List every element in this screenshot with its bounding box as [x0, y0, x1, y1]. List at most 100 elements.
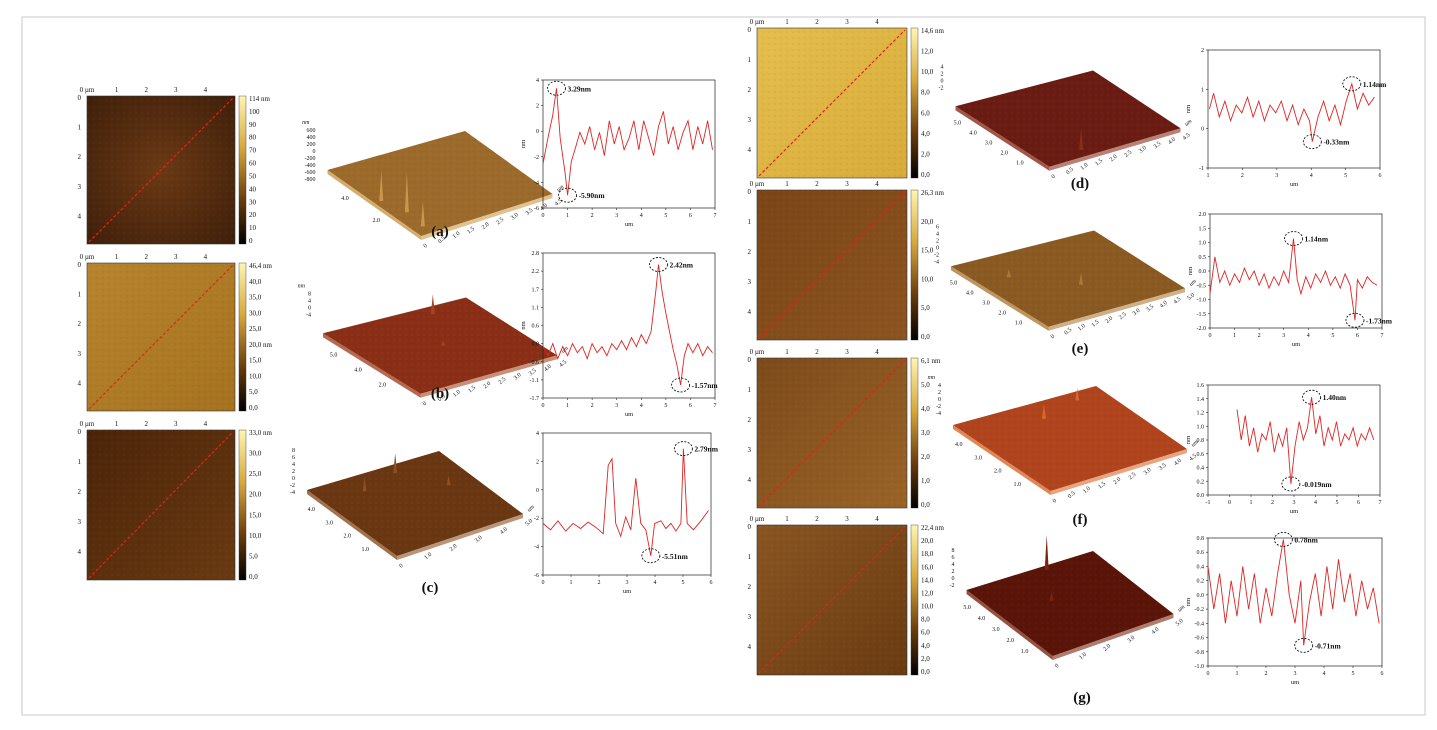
x-tick-label: 2: [591, 403, 594, 409]
x-tick: 4.5: [558, 359, 568, 368]
x-tick-label: 2: [1271, 500, 1274, 506]
color-bar-tick: 0,0: [921, 668, 930, 676]
y-tick-label: 1.6: [1197, 383, 1205, 389]
afm-frame: [86, 429, 236, 581]
x-tick-label: 6: [689, 403, 692, 409]
annotation-label: 2.42nm: [669, 260, 693, 269]
y-tick: 1.0: [1015, 321, 1023, 327]
x-tick-label: 0: [1209, 333, 1212, 339]
afm-height-map-b: 0 µm 1 2 3 4 0 1 2 3 4 46,4 nm 40,0 35,0 30,0 25,0 20,0…: [78, 253, 273, 412]
color-bar-tick: 15,0: [921, 247, 934, 255]
x-tick: 1.0: [1078, 652, 1088, 661]
x-axis-label: um: [1290, 508, 1298, 515]
afm-frame: [86, 95, 236, 245]
z-tick: 200: [307, 142, 316, 148]
afm-y-tick: 0: [78, 261, 82, 269]
x-tick: 2.0: [1109, 154, 1119, 163]
color-bar-tick: 46,4 nm: [249, 262, 273, 270]
surface-texture: [323, 297, 557, 394]
y-tick-label: 2: [536, 459, 539, 465]
afm-y-tick: 3: [748, 613, 752, 621]
color-bar-tick: 4,0: [921, 130, 930, 138]
z-tick: 0: [952, 576, 955, 582]
x-tick: 0.5: [1065, 167, 1075, 176]
x-tick: 1.0: [452, 231, 462, 240]
afm-frame: [756, 357, 908, 509]
afm-x-tick: 1: [785, 18, 789, 26]
color-bar-tick: 5,0: [249, 388, 258, 396]
color-bar-tick: 2,0: [921, 655, 930, 663]
y-tick-label: 0.8: [1197, 438, 1205, 444]
y-tick-label: 1.7: [532, 287, 540, 293]
x-tick-label: 3: [626, 580, 629, 586]
axis-unit: um: [1190, 439, 1200, 449]
y-tick: 5.0: [963, 605, 971, 611]
y-tick-label: -6: [534, 573, 539, 579]
y-tick-label: 0.0: [1197, 593, 1205, 599]
axis-unit: um: [1177, 604, 1187, 614]
color-bar-tick: 3,0: [921, 429, 930, 437]
afm-frame: [756, 524, 908, 676]
afm-y-tick: 1: [748, 56, 752, 64]
annotation-label: 1.14nm: [1363, 80, 1387, 89]
afm-x-tick: 1: [785, 180, 789, 188]
x-axis-label: um: [625, 221, 633, 228]
z-tick: -2: [936, 404, 941, 410]
x-tick: 0: [1050, 334, 1056, 341]
panel-label: (a): [431, 224, 449, 240]
y-tick: 3.0: [992, 627, 1000, 633]
color-bar-tick: 0,0: [249, 573, 258, 581]
afm-y-tick: 1: [748, 553, 752, 561]
x-tick: 1.5: [1094, 158, 1104, 167]
color-bar-tick: 0: [249, 237, 253, 245]
profile-line: [1208, 82, 1375, 142]
afm-x-tick: 3: [845, 18, 849, 26]
x-axis-label: um: [1292, 341, 1300, 348]
z-tick: -800: [305, 177, 316, 183]
z-tick: -2: [290, 483, 295, 489]
afm-x-tick: 1: [785, 348, 789, 356]
y-tick-label: -2: [534, 155, 539, 161]
color-bar-tick: 15,0: [249, 357, 262, 365]
x-tick: 1.0: [1082, 486, 1092, 495]
x-tick-label: 1: [1233, 333, 1236, 339]
z-tick: 4: [292, 462, 295, 468]
surface-texture: [327, 131, 553, 236]
color-bar-tick: 40,0: [249, 278, 262, 286]
surface-spike: [362, 476, 367, 492]
y-axis-label: nm: [520, 321, 527, 329]
afm-x-tick: 4: [204, 253, 208, 261]
surface-spike: [441, 340, 446, 346]
z-tick: 2: [941, 71, 944, 77]
surface-edge: [1048, 288, 1185, 331]
z-tick: 4: [941, 64, 944, 70]
z-tick: 0: [941, 78, 944, 84]
x-tick: 3.5: [528, 368, 538, 377]
profile-line: [542, 448, 709, 556]
afm-y-tick: 2: [78, 153, 82, 161]
color-bar-tick: 35,0: [249, 294, 262, 302]
z-tick: 8: [292, 448, 295, 454]
plot-frame: [542, 79, 716, 209]
profile-line: [1209, 238, 1378, 321]
x-tick: 3.5: [1145, 304, 1155, 313]
z-tick: 0: [938, 397, 941, 403]
x-tick: 0.5: [1064, 327, 1074, 336]
y-tick: 2.0: [379, 383, 387, 389]
surface-spike: [1006, 269, 1011, 278]
y-tick: 3.0: [982, 301, 990, 307]
afm-x-tick: 2: [815, 180, 819, 188]
x-tick-label: 3: [1293, 500, 1296, 506]
axis-unit: um: [526, 504, 536, 514]
z-tick: 4: [308, 298, 311, 304]
x-tick: 5.0: [1186, 292, 1196, 301]
color-bar-tick: 40: [249, 185, 257, 193]
afm-x-tick: 4: [204, 420, 208, 428]
x-tick: 1.0: [424, 552, 434, 561]
x-tick: 3.0: [1127, 635, 1137, 644]
y-tick: 4.0: [978, 616, 986, 622]
y-tick-label: -0.8: [1195, 650, 1205, 656]
color-bar-tick: 30,0: [249, 450, 262, 458]
y-tick: 3.0: [985, 141, 993, 147]
